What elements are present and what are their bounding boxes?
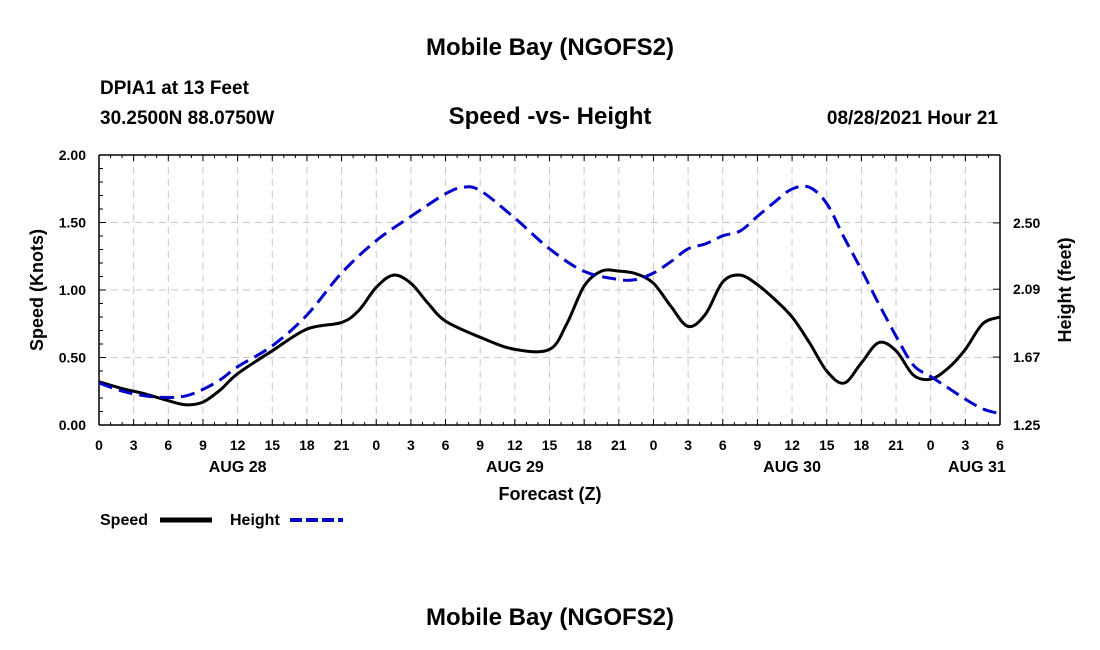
y-tick-label: 1.00 (59, 282, 86, 298)
grid (99, 155, 1000, 425)
x-tick-label: 6 (442, 437, 450, 453)
station-label: DPIA1 at 13 Feet (100, 78, 250, 99)
y-right-tick-label: 1.67 (1013, 349, 1040, 365)
legend: Speed Height (100, 512, 343, 529)
legend-height-label: Height (230, 512, 280, 529)
x-tick-label: 12 (230, 437, 246, 453)
x-tick-label: 0 (650, 437, 658, 453)
axes (98, 154, 1001, 426)
tick-labels: 0 3 6 9 12 15 18 21 0 3 6 9 12 15 18 21 0 3 6 9 12 15 18 21 0 3 6 0… (59, 147, 1041, 476)
x-tick-label: 6 (164, 437, 172, 453)
series-line-speed (99, 268, 1000, 407)
series-line-height (99, 184, 1000, 416)
x-tick-label: 9 (476, 437, 484, 453)
coordinates-label: 30.2500N 88.0750W (100, 108, 274, 129)
x-tick-label: 0 (927, 437, 935, 453)
x-tick-label: 3 (684, 437, 692, 453)
x-day-label: AUG 29 (486, 459, 544, 476)
x-day-label: AUG 30 (763, 459, 821, 476)
x-tick-label: 15 (264, 437, 280, 453)
x-tick-label: 18 (576, 437, 592, 453)
x-tick-label: 3 (961, 437, 969, 453)
x-tick-label: 12 (507, 437, 523, 453)
page-title-top: Mobile Bay (NGOFS2) (426, 34, 674, 61)
x-day-label: AUG 28 (209, 459, 267, 476)
x-tick-label: 15 (819, 437, 835, 453)
x-tick-label: 0 (95, 437, 103, 453)
series (99, 184, 1000, 416)
x-tick-label: 21 (888, 437, 904, 453)
x-tick-label: 3 (130, 437, 138, 453)
x-tick-label: 6 (719, 437, 727, 453)
chart-title: Speed -vs- Height (449, 103, 652, 130)
date-label: 08/28/2021 Hour 21 (827, 108, 999, 129)
y-right-tick-label: 2.09 (1013, 281, 1040, 297)
y-tick-label: 0.50 (59, 350, 86, 366)
x-tick-label: 18 (299, 437, 315, 453)
legend-speed-label: Speed (100, 512, 148, 529)
x-tick-label: 0 (372, 437, 380, 453)
x-axis-label: Forecast (Z) (498, 484, 601, 504)
page-title-bottom: Mobile Bay (NGOFS2) (426, 604, 674, 631)
x-tick-label: 21 (334, 437, 350, 453)
x-tick-label: 6 (996, 437, 1004, 453)
y-tick-label: 2.00 (59, 147, 86, 163)
x-tick-label: 21 (611, 437, 627, 453)
x-tick-label: 15 (542, 437, 558, 453)
y-tick-label: 1.50 (59, 215, 86, 231)
x-tick-label: 12 (784, 437, 800, 453)
x-tick-label: 18 (854, 437, 870, 453)
y-tick-label: 0.00 (59, 417, 86, 433)
y-right-tick-label: 2.50 (1013, 215, 1040, 231)
x-tick-label: 3 (407, 437, 415, 453)
x-tick-label: 9 (754, 437, 762, 453)
y-axis-label: Speed (Knots) (27, 229, 47, 351)
x-tick-label: 9 (199, 437, 207, 453)
x-day-label: AUG 31 (948, 459, 1006, 476)
y-right-tick-label: 1.25 (1013, 417, 1040, 433)
y-right-axis-label: Height (feet) (1055, 238, 1075, 343)
